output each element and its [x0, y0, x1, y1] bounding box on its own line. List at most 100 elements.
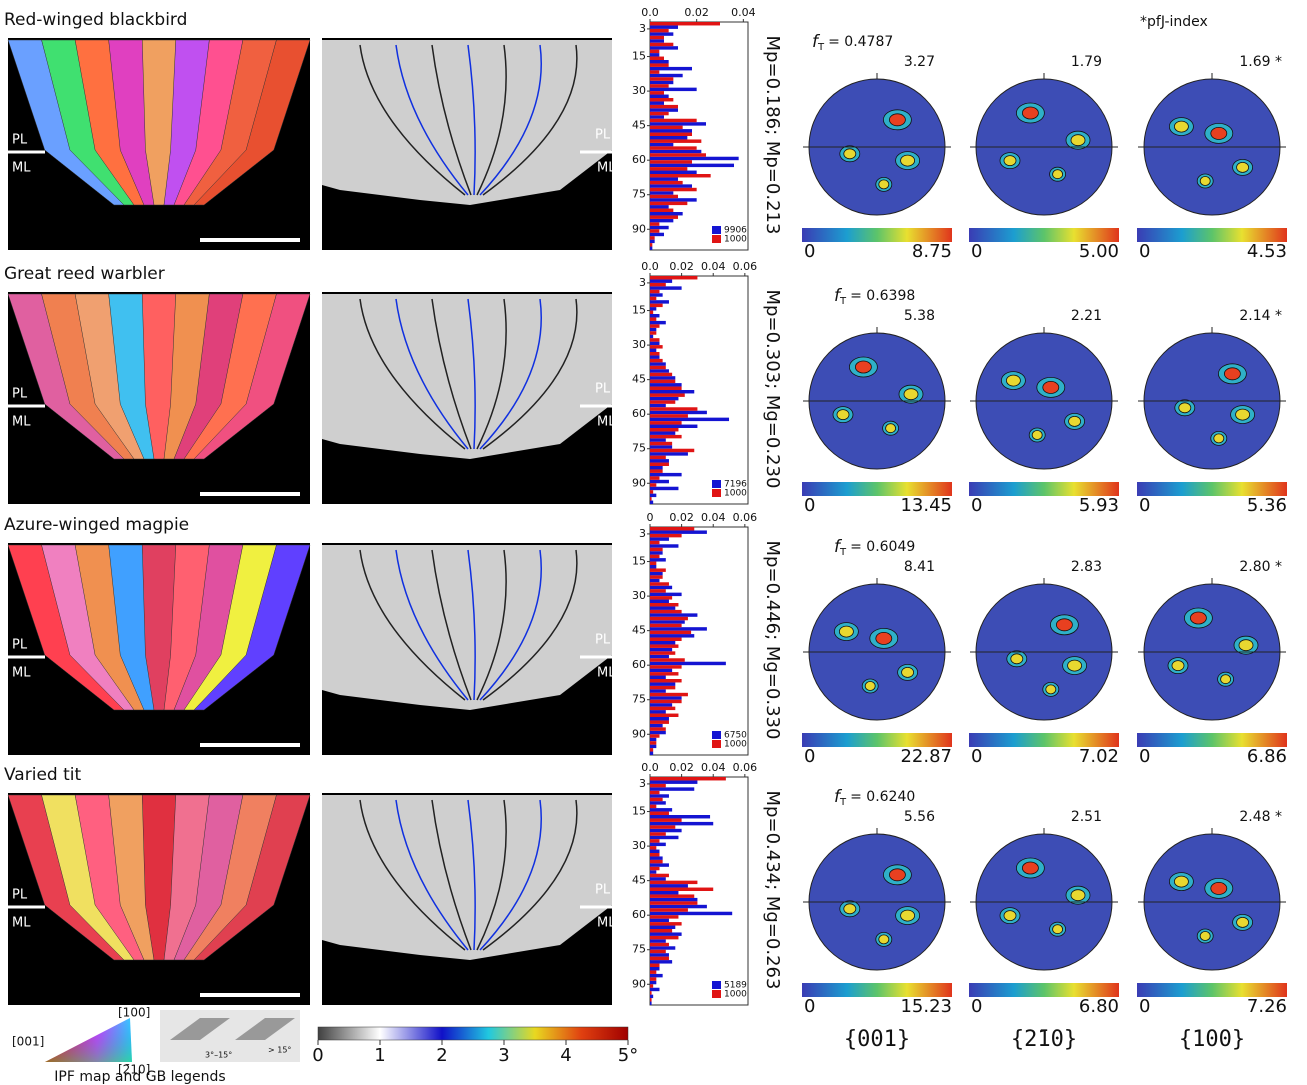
colorbar-min: 0	[971, 746, 982, 767]
histogram-bar	[650, 915, 678, 918]
histogram-bar	[650, 215, 678, 218]
histogram-bar	[650, 91, 664, 94]
pole-max: 5.56	[904, 809, 935, 825]
histogram-bar	[650, 70, 659, 73]
pole-max: 8.41	[904, 559, 935, 575]
histogram-bar	[650, 700, 682, 703]
stats-label: Mp=0.446; Mg=0.330	[762, 541, 783, 740]
x-tick-label: 0.04	[701, 761, 726, 774]
pole-max: 2.51	[1071, 809, 1102, 825]
histogram-bar	[650, 877, 666, 880]
gb-high-label: > 15°	[268, 1046, 291, 1055]
legend-label: 1000	[724, 235, 747, 245]
histogram-bar	[650, 669, 672, 672]
histogram-bar	[650, 558, 666, 561]
ipf-axis-001: [001]	[12, 1035, 44, 1049]
x-tick-label: 0.02	[669, 511, 694, 524]
histogram-bar	[650, 805, 656, 808]
histogram-bar	[650, 74, 683, 77]
histogram-bar	[650, 929, 672, 932]
histogram-bar	[650, 67, 692, 70]
kam-pl-label: PL	[595, 128, 611, 143]
histogram-bar	[650, 25, 678, 28]
colorbar-max: 4.53	[1247, 241, 1287, 262]
histogram-bar	[650, 338, 659, 341]
histogram-bar	[650, 606, 675, 609]
histogram-bar	[650, 181, 683, 184]
histogram-bar	[650, 171, 697, 174]
histogram-bar	[650, 421, 682, 424]
pole-density	[1056, 619, 1072, 631]
stats-label: Mp=0.186; Mp=0.213	[762, 36, 783, 235]
ipf-ml-label: ML	[12, 916, 31, 931]
pole-density	[1172, 661, 1184, 671]
histogram-bar	[650, 932, 682, 935]
histogram-bar	[650, 981, 656, 984]
histogram-bar	[650, 311, 653, 314]
y-tick-label: 30	[632, 589, 646, 602]
histogram-bar	[650, 57, 664, 60]
histogram-bar	[650, 530, 707, 533]
ipf-pl-label: PL	[12, 888, 28, 903]
colorbar-min: 0	[804, 996, 815, 1017]
y-tick-label: 75	[632, 943, 646, 956]
ipf-pl-label: PL	[12, 133, 28, 148]
colorbar-max: 6.80	[1079, 996, 1119, 1017]
histogram-bar	[650, 362, 666, 365]
histogram-bar	[650, 551, 663, 554]
histogram-bar	[650, 693, 688, 696]
histogram-bar	[650, 717, 669, 720]
histogram-bar	[650, 891, 678, 894]
y-tick-label: 45	[632, 373, 646, 386]
histogram-bar	[650, 843, 666, 846]
pole-density	[1004, 156, 1016, 166]
pole-density	[1032, 431, 1042, 440]
histogram-bar	[650, 579, 659, 582]
histogram-bar	[650, 53, 659, 56]
histogram-bar	[650, 974, 663, 977]
ipf-pl-label: PL	[12, 638, 28, 653]
histogram-bar	[650, 651, 675, 654]
histogram-bar	[650, 603, 678, 606]
histogram-bar	[650, 527, 694, 530]
pole-max: 2.80 *	[1239, 559, 1282, 575]
histogram-bar	[650, 727, 666, 730]
pole-density	[1239, 640, 1253, 651]
panel-title: Varied tit	[4, 765, 81, 785]
y-tick-label: 30	[632, 338, 646, 351]
y-tick-label: 75	[632, 442, 646, 455]
pole-max: 2.48 *	[1239, 809, 1282, 825]
y-tick-label: 30	[632, 839, 646, 852]
pole-density	[1071, 135, 1085, 146]
pole-max: 1.79	[1071, 54, 1102, 70]
histogram-bar	[650, 202, 687, 205]
histogram-bar	[650, 383, 682, 386]
histogram-bar	[650, 146, 697, 149]
histogram-bar	[650, 534, 682, 537]
pole-colorbar	[1137, 228, 1287, 242]
histogram-bar	[650, 582, 669, 585]
histogram-bar	[650, 627, 707, 630]
ft-label: fT= 0.4787	[812, 32, 893, 53]
pole-density	[1190, 612, 1206, 624]
histogram-bar	[650, 335, 653, 338]
histogram-bar	[650, 98, 673, 101]
pole-density	[1221, 675, 1231, 684]
ft-value: = 0.4787	[828, 34, 893, 50]
histogram-bar	[650, 912, 732, 915]
histogram-bar	[650, 290, 659, 293]
histogram-bar	[650, 307, 656, 310]
y-tick-label: 15	[632, 555, 646, 568]
y-tick-label: 75	[632, 693, 646, 706]
colorbar-max: 6.86	[1247, 746, 1287, 767]
pole-colorbar	[802, 733, 952, 747]
histogram-bar	[650, 812, 669, 815]
colorbar-min: 0	[971, 996, 982, 1017]
kam-region	[322, 294, 612, 459]
kam-region	[322, 40, 612, 205]
stats-label: Mp=0.434; Mg=0.263	[762, 791, 783, 990]
histogram-bar	[650, 276, 697, 279]
histogram-bar	[650, 565, 656, 568]
pole-density	[1068, 660, 1082, 671]
kam-tick-label: 1	[374, 1045, 385, 1066]
